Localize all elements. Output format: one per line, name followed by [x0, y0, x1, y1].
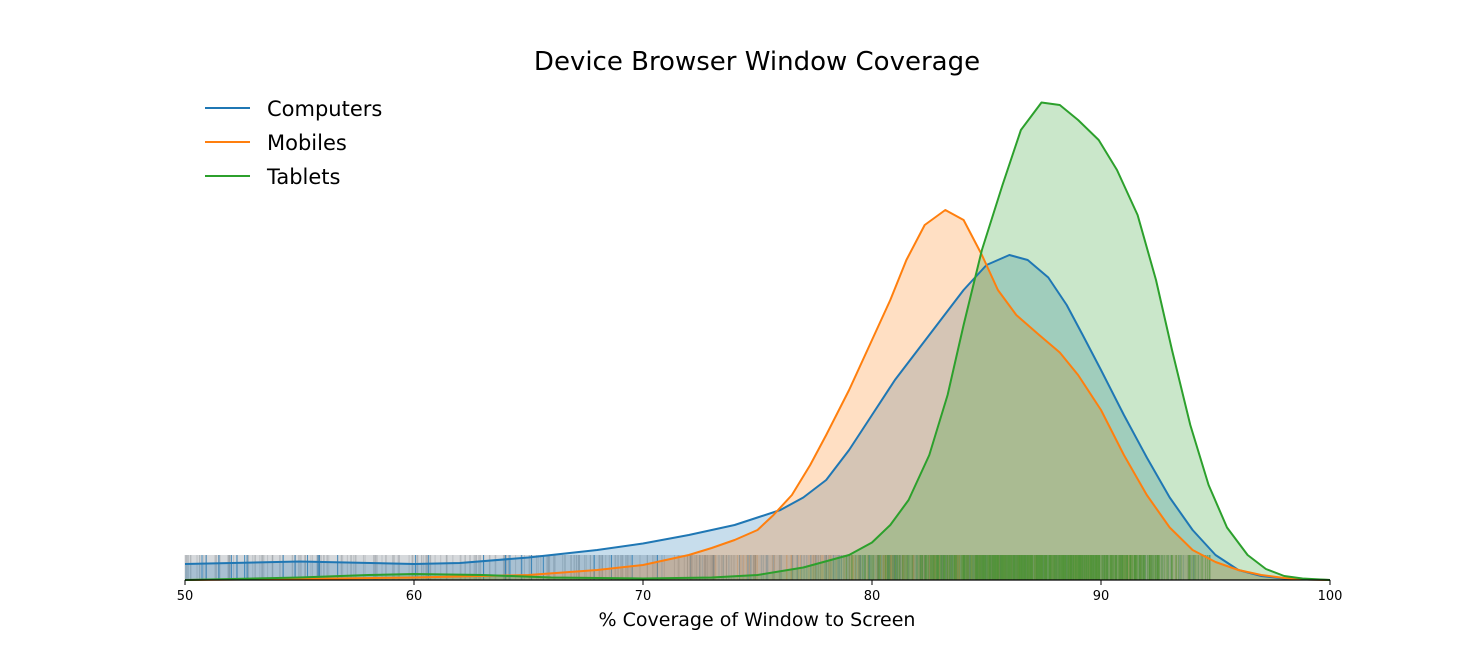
x-tick-label: 70 [635, 589, 652, 604]
line-computers [184, 254, 1331, 581]
area-computers [185, 255, 1330, 580]
legend-label-computers: Computers [267, 97, 382, 121]
legend-label-mobiles: Mobiles [267, 131, 347, 155]
line-mobiles [184, 209, 1331, 581]
density-lines [184, 101, 1331, 581]
line-tablets [184, 101, 1331, 581]
legend-label-tablets: Tablets [266, 165, 340, 189]
x-tick-label: 50 [177, 589, 194, 604]
x-tick-label: 100 [1318, 589, 1343, 604]
x-tick-label: 60 [406, 589, 423, 604]
area-tablets [185, 102, 1330, 580]
chart-title: Device Browser Window Coverage [534, 47, 980, 77]
legend: Computers Mobiles Tablets [205, 97, 382, 189]
x-axis-ticks: 50 60 70 80 90 100 [177, 580, 1343, 604]
x-tick-label: 80 [864, 589, 881, 604]
x-tick-label: 90 [1093, 589, 1110, 604]
density-areas [185, 102, 1330, 580]
x-axis-label: % Coverage of Window to Screen [599, 609, 916, 631]
area-mobiles [185, 210, 1330, 580]
